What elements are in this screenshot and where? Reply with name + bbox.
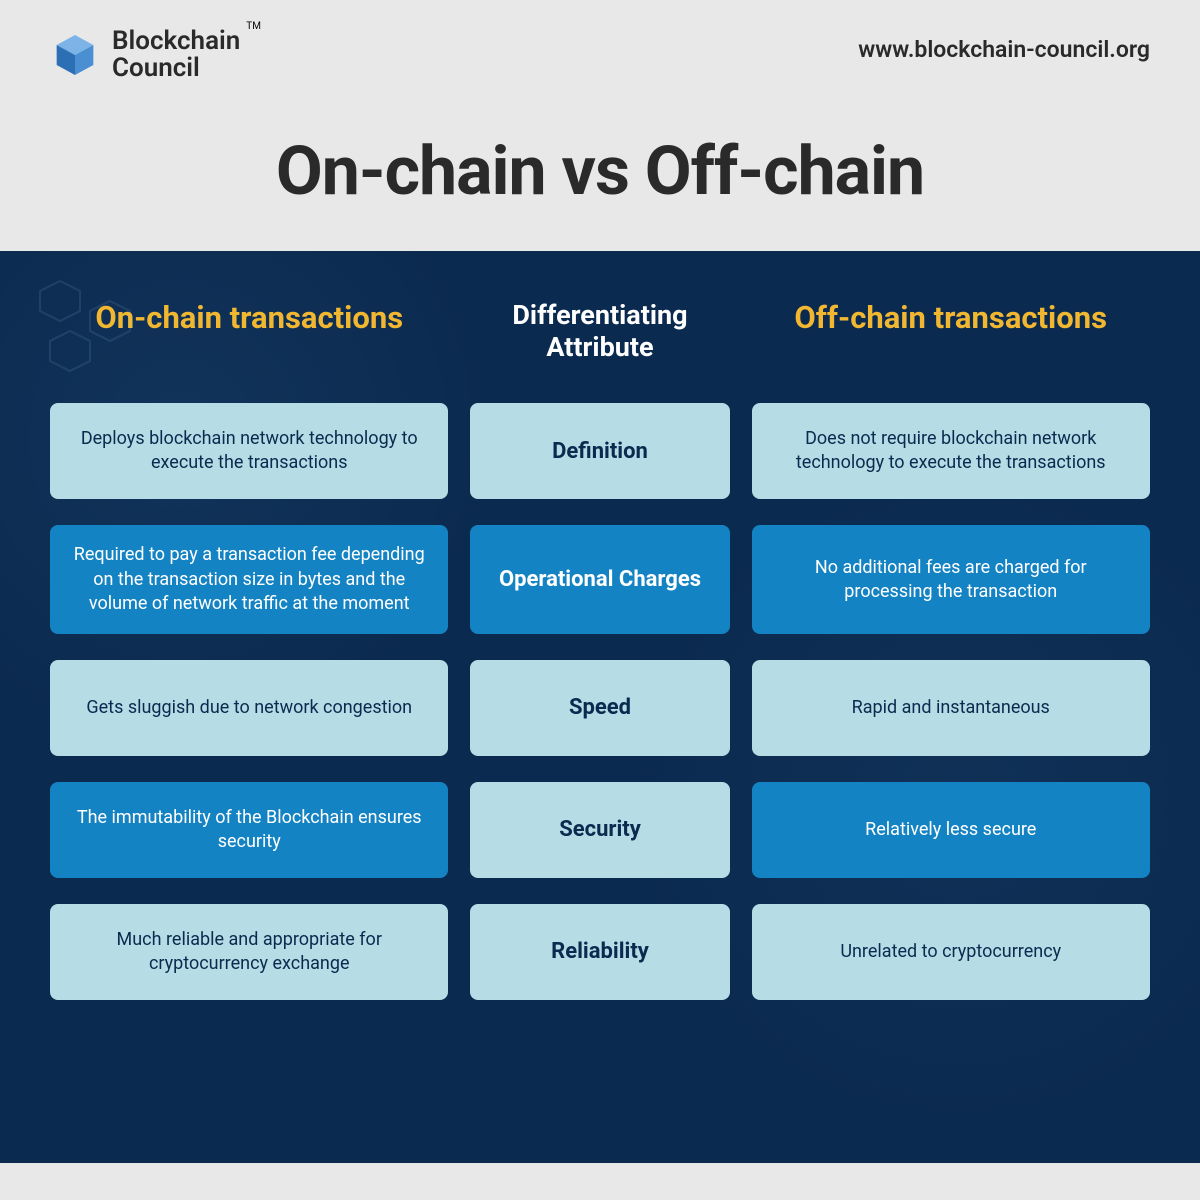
attribute-cell: Reliability (470, 904, 729, 1000)
attribute-cell: Definition (470, 403, 729, 499)
onchain-cell: Gets sluggish due to network congestion (50, 660, 448, 756)
offchain-cell: Rapid and instantaneous (752, 660, 1150, 756)
offchain-cell: Does not require blockchain network tech… (752, 403, 1150, 499)
onchain-cell: The immutability of the Blockchain ensur… (50, 782, 448, 878)
offchain-cell: Unrelated to cryptocurrency (752, 904, 1150, 1000)
column-header-offchain: Off-chain transactions (752, 299, 1150, 364)
header-top-row: Blockchain TM Council www.blockchain-cou… (50, 28, 1150, 83)
cube-icon (50, 30, 100, 80)
trademark: TM (246, 21, 261, 32)
header: Blockchain TM Council www.blockchain-cou… (0, 0, 1200, 251)
brand-line1: Blockchain (112, 26, 240, 56)
hex-pattern-icon (30, 271, 170, 391)
logo-text: Blockchain TM Council (112, 28, 259, 83)
column-header-attribute: Differentiating Attribute (470, 299, 729, 364)
comparison-body: On-chain transactions Differentiating At… (0, 251, 1200, 1163)
page-title: On-chain vs Off-chain (50, 131, 1150, 211)
brand-line2: Council (112, 55, 259, 82)
attribute-cell: Operational Charges (470, 525, 729, 634)
onchain-cell: Deploys blockchain network technology to… (50, 403, 448, 499)
logo: Blockchain TM Council (50, 28, 259, 83)
onchain-cell: Required to pay a transaction fee depend… (50, 525, 448, 634)
attribute-cell: Speed (470, 660, 729, 756)
site-url: www.blockchain-council.org (858, 36, 1150, 63)
offchain-cell: Relatively less secure (752, 782, 1150, 878)
comparison-grid: On-chain transactions Differentiating At… (50, 299, 1150, 1001)
attribute-cell: Security (470, 782, 729, 878)
onchain-cell: Much reliable and appropriate for crypto… (50, 904, 448, 1000)
offchain-cell: No additional fees are charged for proce… (752, 525, 1150, 634)
